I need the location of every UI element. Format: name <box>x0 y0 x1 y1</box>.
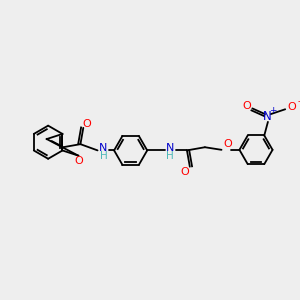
Text: +: + <box>269 106 277 115</box>
Text: H: H <box>100 151 107 161</box>
Text: O: O <box>223 139 232 149</box>
Text: N: N <box>166 143 174 153</box>
Text: -: - <box>297 97 300 106</box>
Text: N: N <box>99 143 108 153</box>
Text: O: O <box>181 167 189 177</box>
Text: H: H <box>166 151 174 161</box>
Text: O: O <box>288 102 296 112</box>
Text: O: O <box>242 101 251 112</box>
Text: N: N <box>262 110 271 122</box>
Text: O: O <box>75 156 84 167</box>
Text: O: O <box>83 119 92 129</box>
